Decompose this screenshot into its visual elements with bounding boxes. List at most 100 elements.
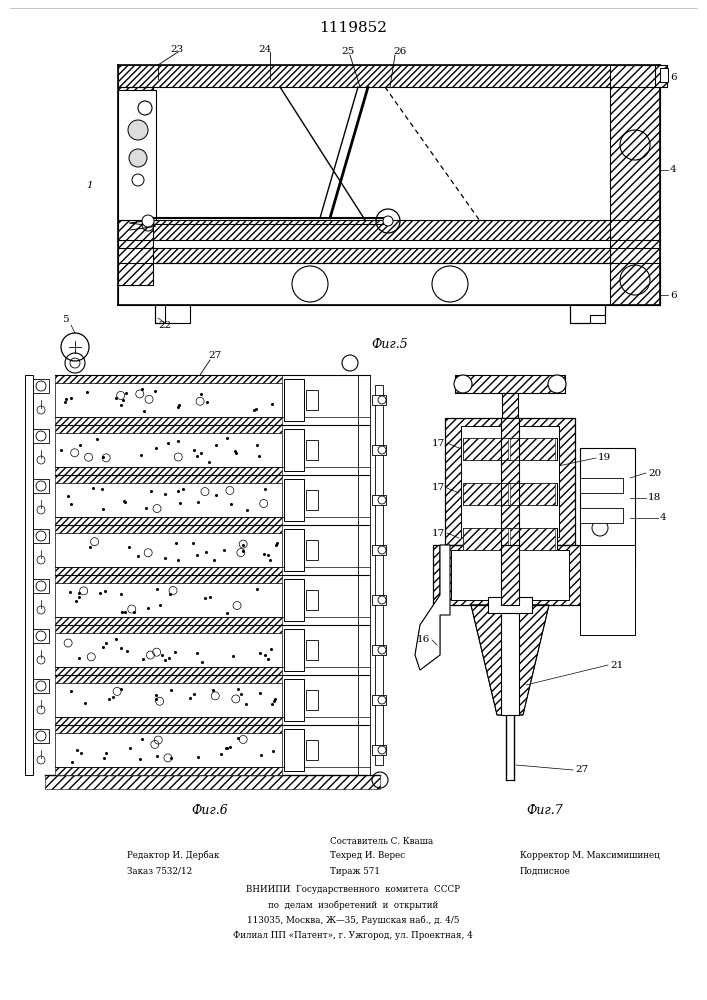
- Bar: [55, 583, 282, 617]
- Bar: [45, 775, 380, 789]
- Text: Техред И. Верес: Техред И. Верес: [330, 850, 405, 859]
- Text: 4: 4: [660, 514, 667, 522]
- Bar: [372, 695, 386, 705]
- Text: Редактор И. Дербак: Редактор И. Дербак: [127, 850, 219, 860]
- Bar: [306, 440, 318, 460]
- Text: Филиал ПП «Патент», г. Ужгород, ул. Проектная, 4: Филиал ПП «Патент», г. Ужгород, ул. Прое…: [233, 930, 473, 940]
- Bar: [502, 393, 518, 418]
- Bar: [461, 426, 559, 537]
- Bar: [118, 220, 660, 240]
- Bar: [655, 65, 667, 87]
- Bar: [55, 717, 282, 725]
- Text: 17: 17: [432, 438, 445, 448]
- Text: 4: 4: [670, 165, 677, 174]
- Bar: [55, 483, 282, 517]
- Text: Заказ 7532/12: Заказ 7532/12: [127, 866, 192, 876]
- Polygon shape: [415, 545, 440, 670]
- Circle shape: [70, 358, 80, 368]
- Text: Фиг.7: Фиг.7: [527, 804, 563, 816]
- Text: 113035, Москва, Ж—35, Раушская наб., д. 4/5: 113035, Москва, Ж—35, Раушская наб., д. …: [247, 915, 459, 925]
- Text: 5: 5: [62, 316, 69, 324]
- Text: 23: 23: [170, 45, 183, 54]
- Text: Составитель С. Кваша: Составитель С. Кваша: [330, 838, 433, 846]
- Circle shape: [129, 149, 147, 167]
- Text: 16: 16: [416, 636, 430, 645]
- Bar: [372, 395, 386, 405]
- Bar: [306, 690, 318, 710]
- Bar: [455, 375, 565, 393]
- Bar: [433, 545, 587, 605]
- Circle shape: [454, 375, 472, 393]
- Bar: [55, 575, 282, 583]
- Text: 18: 18: [648, 493, 661, 502]
- Text: 6: 6: [670, 74, 677, 83]
- Bar: [55, 733, 282, 767]
- Text: 26: 26: [393, 47, 407, 56]
- Text: ВНИИПИ  Государственного  комитета  СССР: ВНИИПИ Государственного комитета СССР: [246, 886, 460, 894]
- Text: 25: 25: [341, 47, 355, 56]
- Bar: [306, 740, 318, 760]
- Bar: [451, 550, 569, 600]
- Text: Фиг.6: Фиг.6: [192, 804, 228, 816]
- Text: Корректор М. Максимишинец: Корректор М. Максимишинец: [520, 850, 660, 859]
- Bar: [118, 248, 660, 263]
- Circle shape: [128, 120, 148, 140]
- Bar: [284, 579, 304, 621]
- Bar: [580, 478, 623, 493]
- Bar: [33, 579, 49, 593]
- Bar: [501, 545, 519, 605]
- Bar: [55, 383, 282, 417]
- Text: 6: 6: [670, 290, 677, 300]
- Text: Подписное: Подписное: [520, 866, 571, 876]
- Bar: [463, 483, 508, 505]
- Bar: [510, 483, 555, 505]
- Text: Фиг.5: Фиг.5: [372, 338, 409, 352]
- Bar: [33, 479, 49, 493]
- Bar: [118, 90, 156, 220]
- Bar: [358, 375, 370, 775]
- Bar: [372, 545, 386, 555]
- Text: 19: 19: [598, 454, 612, 462]
- Bar: [306, 640, 318, 660]
- Bar: [306, 390, 318, 410]
- Bar: [306, 540, 318, 560]
- Text: 24: 24: [258, 45, 271, 54]
- Text: 1: 1: [87, 180, 93, 190]
- Bar: [33, 679, 49, 693]
- Bar: [55, 617, 282, 625]
- Bar: [372, 495, 386, 505]
- Text: 27: 27: [575, 766, 588, 774]
- Bar: [55, 633, 282, 667]
- Bar: [306, 490, 318, 510]
- Text: Тираж 571: Тираж 571: [330, 866, 380, 876]
- Bar: [55, 425, 282, 433]
- Bar: [510, 438, 555, 460]
- Bar: [55, 567, 282, 575]
- Bar: [375, 385, 383, 765]
- Bar: [33, 729, 49, 743]
- Bar: [33, 429, 49, 443]
- Bar: [445, 418, 575, 545]
- Bar: [455, 375, 565, 393]
- Bar: [510, 528, 555, 550]
- Bar: [284, 379, 304, 421]
- Bar: [501, 418, 519, 545]
- Text: 17: 17: [432, 484, 445, 492]
- Bar: [55, 667, 282, 675]
- Bar: [655, 65, 667, 87]
- Bar: [33, 629, 49, 643]
- Text: 21: 21: [610, 660, 624, 670]
- Bar: [488, 597, 532, 613]
- Bar: [55, 767, 282, 775]
- Bar: [501, 418, 519, 545]
- Bar: [433, 545, 587, 605]
- Polygon shape: [471, 605, 549, 715]
- Polygon shape: [415, 545, 450, 670]
- Bar: [463, 438, 557, 460]
- Bar: [55, 433, 282, 467]
- Bar: [306, 590, 318, 610]
- Bar: [55, 375, 282, 383]
- Bar: [284, 629, 304, 671]
- Bar: [372, 445, 386, 455]
- Bar: [55, 517, 282, 525]
